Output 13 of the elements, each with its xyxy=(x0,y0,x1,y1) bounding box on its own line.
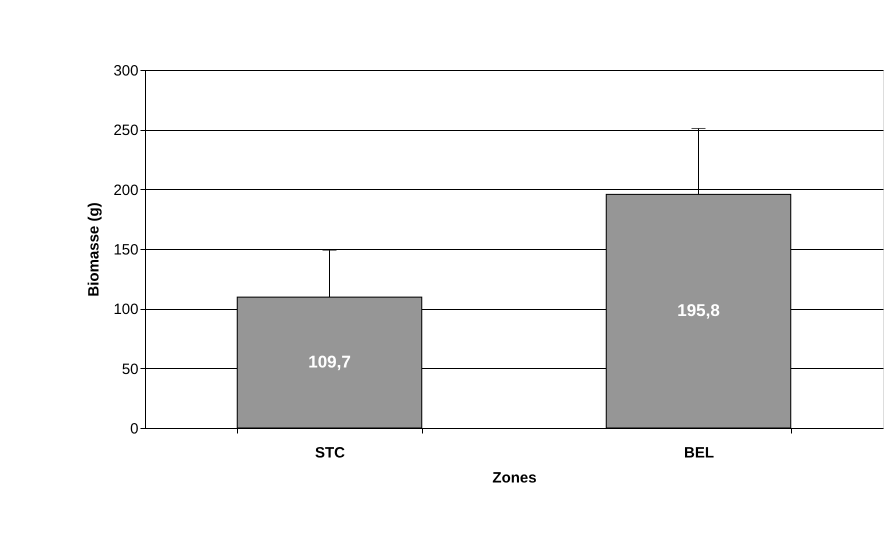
x-tick-label: BEL xyxy=(684,444,714,462)
y-tick-label: 300 xyxy=(113,62,138,80)
data-label: 195,8 xyxy=(677,301,720,320)
data-label: 109,7 xyxy=(308,352,351,372)
y-tick-label: 200 xyxy=(113,182,138,199)
y-tick-label: 0 xyxy=(130,420,138,438)
x-axis-title: Zones xyxy=(492,470,537,486)
y-tick-label: 250 xyxy=(113,122,138,140)
y-tick-label: 50 xyxy=(122,360,138,378)
y-tick-label: 100 xyxy=(113,301,138,318)
y-axis-title: Biomasse (g) xyxy=(85,202,102,297)
x-tick-label: STC xyxy=(315,444,346,462)
y-tick-label: 150 xyxy=(113,242,138,258)
